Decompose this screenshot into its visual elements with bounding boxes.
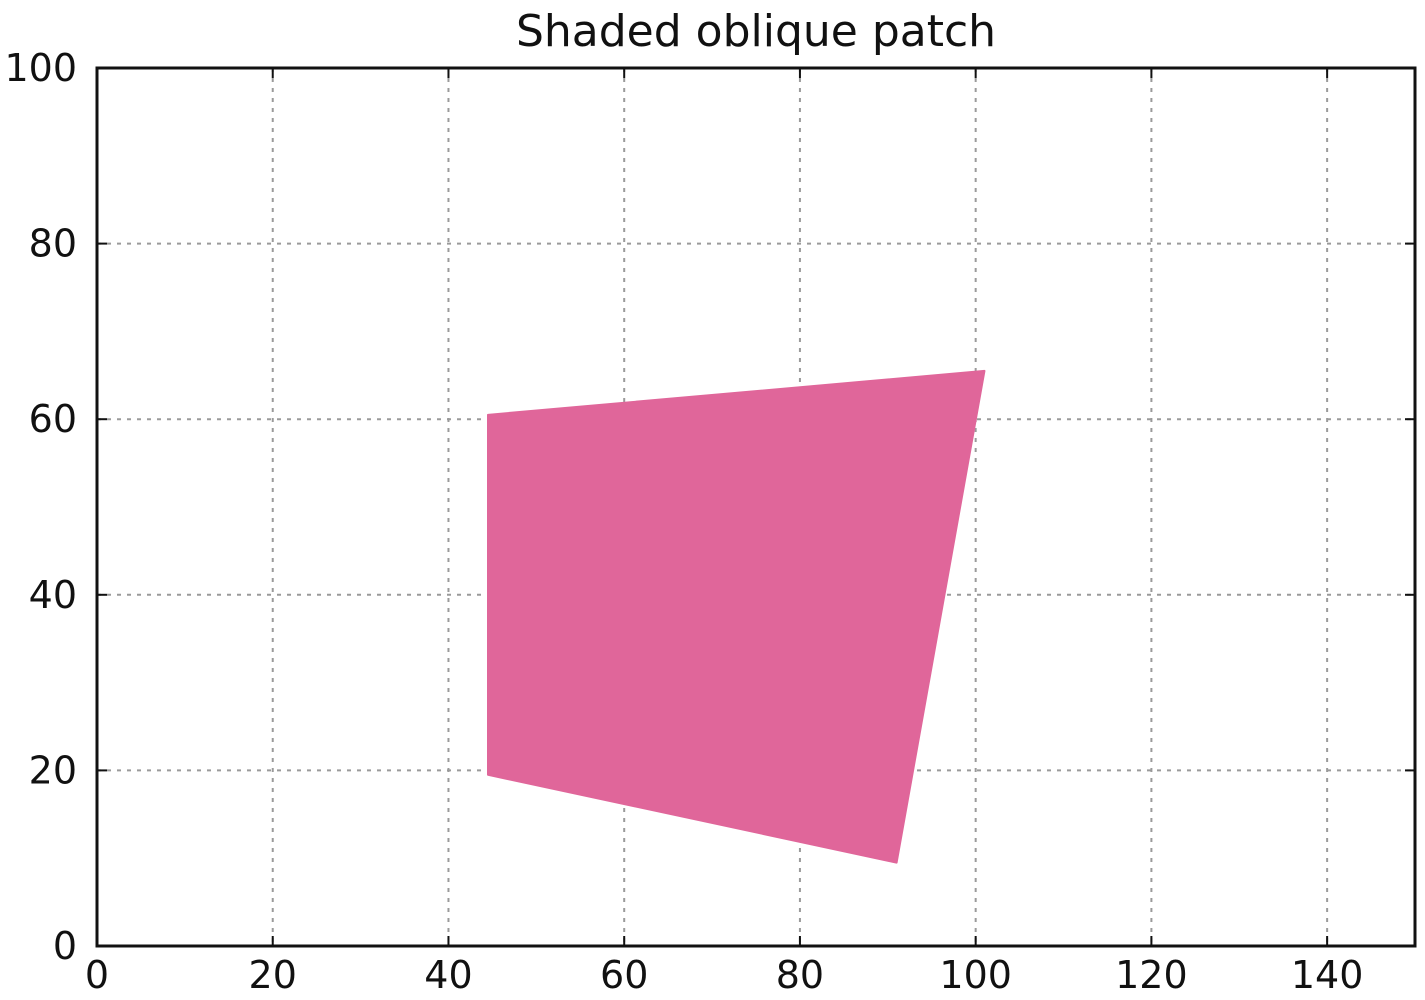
x-tick-label-100: 100 bbox=[939, 953, 1012, 997]
x-tick-label-80: 80 bbox=[776, 953, 824, 997]
x-tick-label-120: 120 bbox=[1115, 953, 1188, 997]
x-tick-label-60: 60 bbox=[600, 953, 648, 997]
ticks: 0 20 40 60 80 100 120 140 0 20 40 60 80 100 bbox=[4, 46, 1415, 997]
shaded-patch bbox=[487, 369, 986, 864]
x-tick-label-40: 40 bbox=[424, 953, 472, 997]
chart-title: Shaded oblique patch bbox=[516, 6, 996, 57]
y-tick-label-0: 0 bbox=[53, 924, 77, 968]
y-tick-label-100: 100 bbox=[4, 46, 77, 90]
y-tick-label-40: 40 bbox=[29, 573, 77, 617]
patch-layer bbox=[487, 369, 986, 864]
plot-frame bbox=[95, 66, 1417, 948]
x-tick-label-20: 20 bbox=[249, 953, 297, 997]
x-tick-label-0: 0 bbox=[85, 953, 109, 997]
x-tick-label-140: 140 bbox=[1291, 953, 1364, 997]
y-tick-label-60: 60 bbox=[29, 397, 77, 441]
y-tick-label-80: 80 bbox=[29, 222, 77, 266]
y-tick-label-20: 20 bbox=[29, 748, 77, 792]
